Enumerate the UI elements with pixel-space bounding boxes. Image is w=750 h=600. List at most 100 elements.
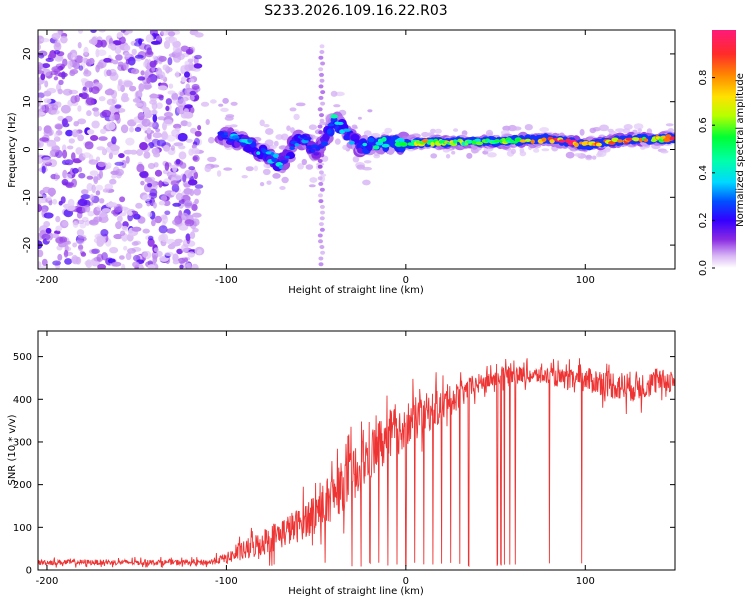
spectrogram-noise-speck xyxy=(101,252,108,261)
spectrogram-streak xyxy=(318,95,324,100)
spectrogram-faint-speck xyxy=(363,130,372,137)
spectrogram-noise-speck xyxy=(48,70,59,75)
spectrogram-noise-speck xyxy=(179,264,184,269)
spectrogram-noise-speck xyxy=(62,220,68,227)
snr-xtick-label: -200 xyxy=(36,576,59,587)
spectrogram-noise-speck xyxy=(126,30,133,34)
spectrogram-noise-speck xyxy=(172,219,181,226)
spectrogram-noise-speck xyxy=(65,240,72,245)
spectrogram-xtick-label: -200 xyxy=(36,275,59,286)
spectrogram-noise-speck xyxy=(147,211,153,218)
spectrogram-noise-speck xyxy=(171,183,180,193)
spectrogram-faint-speck xyxy=(297,163,304,170)
spectrogram-ridge-point xyxy=(524,138,532,142)
spectrogram-faint-speck xyxy=(451,150,456,155)
spectrogram-faint-speck xyxy=(615,128,625,133)
spectrogram-noise-speck xyxy=(100,128,107,134)
spectrogram-ridge-point xyxy=(304,136,312,141)
spectrogram-noise-speck xyxy=(179,91,184,97)
spectrogram-noise-speck xyxy=(153,247,159,252)
spectrogram-noise-speck xyxy=(77,105,82,112)
spectrogram-noise-speck xyxy=(49,142,57,147)
spectrogram-noise-speck xyxy=(86,110,92,117)
spectrogram-noise-speck xyxy=(131,226,142,232)
spectrogram-noise-speck xyxy=(150,40,161,45)
spectrogram-noise-speck xyxy=(167,90,176,95)
spectrogram-noise-speck xyxy=(80,252,87,257)
spectrogram-noise-speck xyxy=(116,32,123,38)
spectrogram-streak xyxy=(318,239,323,244)
spectrogram-noise-speck xyxy=(71,129,80,138)
spectrogram-noise-speck xyxy=(98,136,108,141)
spectrogram-faint-speck xyxy=(253,165,258,172)
spectrogram-faint-speck xyxy=(262,168,271,176)
spectrogram-faint-speck xyxy=(430,153,438,159)
spectrogram-noise-speck xyxy=(58,79,64,85)
colorbar-tick-label: 0.2 xyxy=(698,212,709,228)
spectrogram-noise-speck xyxy=(185,138,193,143)
spectrogram-streak xyxy=(319,44,325,49)
spectrogram-noise-speck xyxy=(101,109,112,118)
spectrogram-noise-speck xyxy=(132,98,141,103)
spectrogram-noise-speck xyxy=(164,162,170,171)
spectrogram-noise-speck xyxy=(53,50,61,55)
spectrogram-noise-speck xyxy=(123,80,134,87)
spectrogram-faint-speck xyxy=(218,103,224,107)
spectrogram-noise-speck xyxy=(115,221,122,230)
spectrogram-noise-speck xyxy=(171,99,178,104)
spectrogram-faint-speck xyxy=(646,128,653,135)
spectrogram-streak xyxy=(319,187,325,192)
spectrogram-noise-speck xyxy=(139,142,148,151)
spectrogram-noise-speck xyxy=(180,120,189,127)
spectrogram-faint-speck xyxy=(541,148,550,152)
spectrogram-noise-speck xyxy=(151,180,157,188)
spectrogram-ytick-label: 0 xyxy=(22,146,33,152)
spectrogram-noise-speck xyxy=(183,188,193,195)
spectrogram-ytick-label: -20 xyxy=(22,237,33,253)
spectrogram-noise-speck xyxy=(78,93,83,98)
spectrogram-noise-speck xyxy=(166,228,176,234)
spectrogram-ridge-point xyxy=(519,139,527,143)
spectrogram-noise-speck xyxy=(142,228,150,234)
spectrogram-faint-speck xyxy=(263,124,270,128)
spectrogram-faint-speck xyxy=(334,138,341,145)
spectrogram-streak xyxy=(317,176,323,181)
spectrogram-noise-speck xyxy=(83,46,89,56)
spectrogram-ridge-point xyxy=(294,143,300,147)
spectrogram-noise-speck xyxy=(162,215,168,224)
snr-ytick-label: 0 xyxy=(26,566,32,577)
colorbar: 0.0 0.2 0.4 0.6 0.8 Normalized spectral ampl… xyxy=(698,30,746,276)
spectrogram-noise-speck xyxy=(171,241,181,247)
spectrogram-faint-speck xyxy=(230,101,238,106)
spectrogram-noise-speck xyxy=(127,211,133,216)
spectrogram-noise-speck xyxy=(72,242,77,248)
spectrogram-noise-speck xyxy=(80,194,91,200)
spectrogram-noise-speck xyxy=(192,228,199,233)
spectrogram-streak xyxy=(318,170,324,175)
spectrogram-noise-speck xyxy=(96,205,102,212)
spectrogram-faint-speck xyxy=(289,107,297,112)
spectrogram-noise-speck xyxy=(101,208,111,213)
spectrogram-streak xyxy=(319,113,324,118)
spectrogram-noise-speck xyxy=(164,210,171,216)
spectrogram-noise-speck xyxy=(152,255,158,264)
spectrogram-noise-speck xyxy=(184,104,193,109)
spectrogram-noise-speck xyxy=(120,124,129,134)
spectrogram-noise-speck xyxy=(181,243,189,253)
spectrogram-streak xyxy=(318,181,324,186)
spectrogram-noise-speck xyxy=(133,240,141,245)
spectrogram-noise-speck xyxy=(142,106,150,113)
spectrogram-noise-speck xyxy=(194,32,204,38)
spectrogram-faint-speck xyxy=(295,102,306,107)
spectrogram-ridge-point xyxy=(573,142,579,148)
spectrogram-faint-speck xyxy=(216,170,222,177)
spectrogram-noise-speck xyxy=(109,178,117,185)
spectrogram-faint-speck xyxy=(445,154,451,159)
spectrogram-noise-speck xyxy=(41,258,48,267)
spectrogram-noise-speck xyxy=(144,50,154,58)
spectrogram-streak xyxy=(319,216,325,221)
spectrogram-streak xyxy=(320,90,326,95)
spectrogram-streak xyxy=(318,256,324,261)
colorbar-ticks: 0.0 0.2 0.4 0.6 0.8 xyxy=(698,70,715,276)
spectrogram-streak xyxy=(319,78,325,83)
